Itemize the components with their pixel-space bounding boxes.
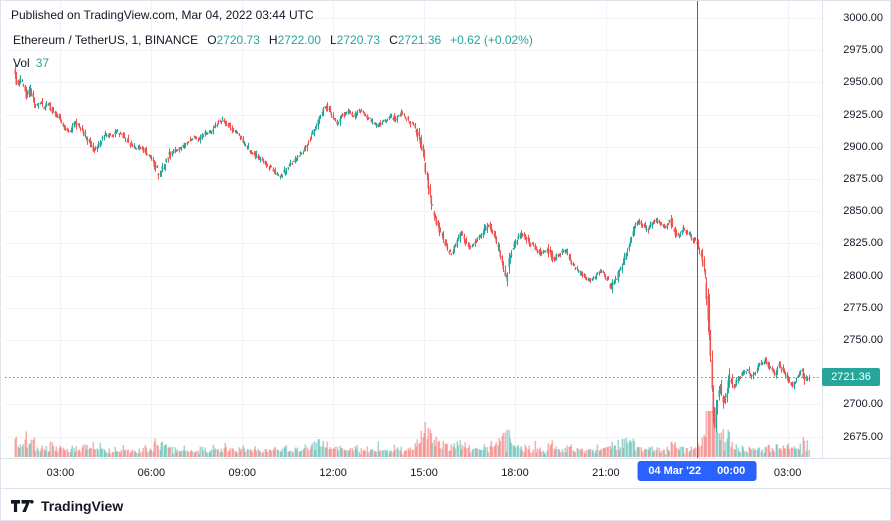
session-time: 00:00 [717,465,746,477]
volume-legend[interactable]: Vol 37 [13,56,49,70]
time-axis-label: 09:00 [228,467,257,479]
close-value: 2721.36 [397,33,442,47]
symbol-title[interactable]: Ethereum / TetherUS, 1, BINANCE [13,33,199,47]
published-caption: Published on TradingView.com, Mar 04, 20… [11,8,314,22]
price-axis-label: 2700.00 [843,398,883,411]
tradingview-logo[interactable]: TradingView [11,498,123,514]
price-axis[interactable]: 3000.00 2975.00 2950.00 2925.00 2900.00 2875.… [822,1,890,458]
open-letter: O [207,33,217,47]
time-axis-label: 12:00 [319,467,347,479]
session-date: 04 Mar '22 [648,465,702,477]
time-axis-label: 03:00 [773,467,802,479]
vol-value: 37 [35,56,50,70]
footer: TradingView [1,488,890,520]
time-axis[interactable]: 03:00 06:00 09:00 12:00 15:00 18:00 21:00 03:00 [1,458,890,488]
high-value: 2722.00 [277,33,321,47]
price-axis-label: 2850.00 [843,205,883,218]
low-value: 2720.73 [336,33,381,47]
time-axis-label: 03:00 [46,467,75,479]
ohlc-open: O2720.73 [207,33,260,47]
price-axis-label: 2950.00 [843,76,883,89]
time-axis-label: 21:00 [592,467,620,479]
price-axis-label: 2925.00 [843,108,883,121]
tradingview-logo-icon [11,499,34,512]
price-axis-label: 2875.00 [843,173,883,185]
ohlc-close: C2721.36 [389,33,441,47]
time-axis-label: 15:00 [410,467,438,479]
price-chart-canvas[interactable] [5,1,821,458]
price-axis-label: 2750.00 [843,334,883,346]
session-date-badge: 04 Mar '22 00:00 [637,461,757,481]
vol-label: Vol [13,56,30,70]
price-change: +0.62 (+0.02%) [450,33,533,47]
price-axis-label: 2825.00 [843,237,883,250]
open-value: 2720.73 [216,33,260,47]
chart-legend[interactable]: Ethereum / TetherUS, 1, BINANCE O2720.73… [13,33,533,47]
price-axis-label: 2900.00 [843,140,883,153]
time-axis-label: 18:00 [501,467,529,479]
low-letter: L [329,33,337,47]
high-letter: H [268,33,278,47]
tradingview-logo-text: TradingView [41,497,124,514]
ohlc-low: L2720.73 [330,33,380,47]
price-axis-label: 2800.00 [843,269,883,282]
price-axis-label: 2775.00 [843,301,883,314]
close-letter: C [389,33,398,47]
time-axis-label: 06:00 [137,467,166,479]
ohlc-high: H2722.00 [269,33,321,47]
price-axis-label: 2975.00 [843,44,883,57]
price-axis-label: 3000.00 [843,12,883,24]
price-axis-label: 2675.00 [843,430,883,443]
last-price-badge: 2721.36 [822,367,880,386]
